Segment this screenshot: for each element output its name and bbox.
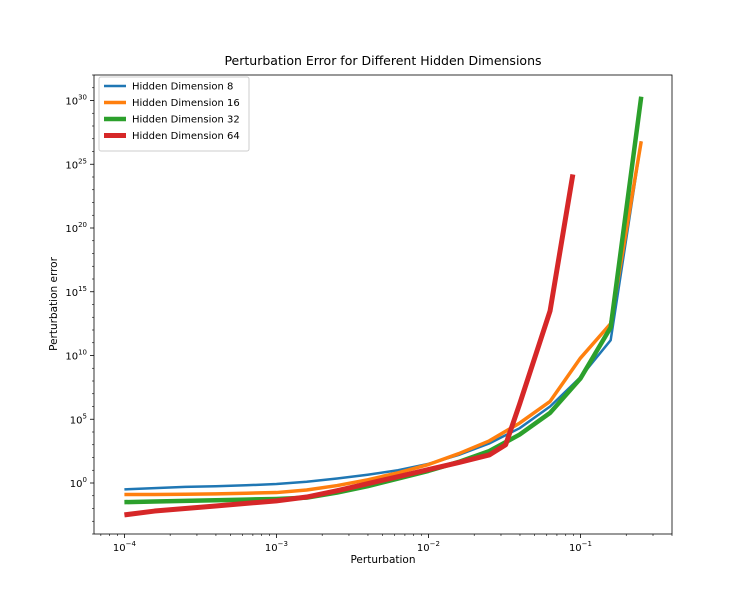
y-tick-exponent: 20 <box>78 221 87 229</box>
x-tick-exponent: −4 <box>126 540 137 548</box>
y-tick-exponent: 10 <box>78 349 87 357</box>
y-tick-label: 1020 <box>65 221 87 235</box>
legend: Hidden Dimension 8 Hidden Dimension 16 Hid… <box>98 76 250 152</box>
x-tick-base: 10 <box>113 543 126 554</box>
y-tick-exponent: 15 <box>78 285 87 293</box>
x-tick-exponent: −1 <box>582 540 592 548</box>
series-line-4 <box>124 174 576 518</box>
legend-label-2: Hidden Dimension 16 <box>132 98 240 109</box>
y-tick-label: 1030 <box>65 94 87 108</box>
y-tick-label: 1015 <box>65 285 87 299</box>
y-tick-exponent: 30 <box>78 94 87 102</box>
x-tick-label: 10−3 <box>265 540 288 554</box>
y-tick-base: 10 <box>65 352 78 363</box>
legend-box <box>98 76 250 152</box>
legend-label-4: Hidden Dimension 64 <box>132 131 240 142</box>
ticks-group: 10−4 10−3 10−2 10−1100105101010151020102510… <box>65 74 673 554</box>
y-tick-exponent: 25 <box>78 157 87 165</box>
legend-label-1: Hidden Dimension 8 <box>132 82 233 93</box>
y-axis-label: Perturbation error <box>48 256 60 350</box>
y-tick-label: 1025 <box>65 157 87 171</box>
y-tick-base: 10 <box>70 479 83 490</box>
x-tick-label: 10−2 <box>417 540 440 554</box>
x-tick-base: 10 <box>265 543 278 554</box>
y-tick-base: 10 <box>65 160 78 171</box>
plot-series-group <box>124 96 644 518</box>
y-tick-base: 10 <box>65 97 78 108</box>
x-tick-base: 10 <box>417 543 430 554</box>
y-tick-label: 105 <box>70 412 87 426</box>
y-tick-base: 10 <box>65 288 78 299</box>
plot-frame <box>93 74 673 535</box>
legend-label-3: Hidden Dimension 32 <box>132 115 240 126</box>
y-tick-exponent: 0 <box>83 476 87 484</box>
x-axis-label: Perturbation <box>350 554 415 566</box>
x-tick-exponent: −3 <box>278 540 288 548</box>
x-tick-label: 10−4 <box>113 540 137 554</box>
y-tick-exponent: 5 <box>83 412 87 420</box>
x-tick-base: 10 <box>569 543 582 554</box>
y-tick-label: 100 <box>70 476 87 490</box>
y-tick-base: 10 <box>70 415 83 426</box>
chart-title: Perturbation Error for Different Hidden … <box>224 53 541 68</box>
y-tick-base: 10 <box>65 224 78 235</box>
x-tick-exponent: −2 <box>430 540 440 548</box>
series-line-1 <box>124 141 643 491</box>
y-tick-label: 1010 <box>65 349 87 363</box>
series-line-2 <box>124 141 643 497</box>
x-tick-label: 10−1 <box>569 540 592 554</box>
